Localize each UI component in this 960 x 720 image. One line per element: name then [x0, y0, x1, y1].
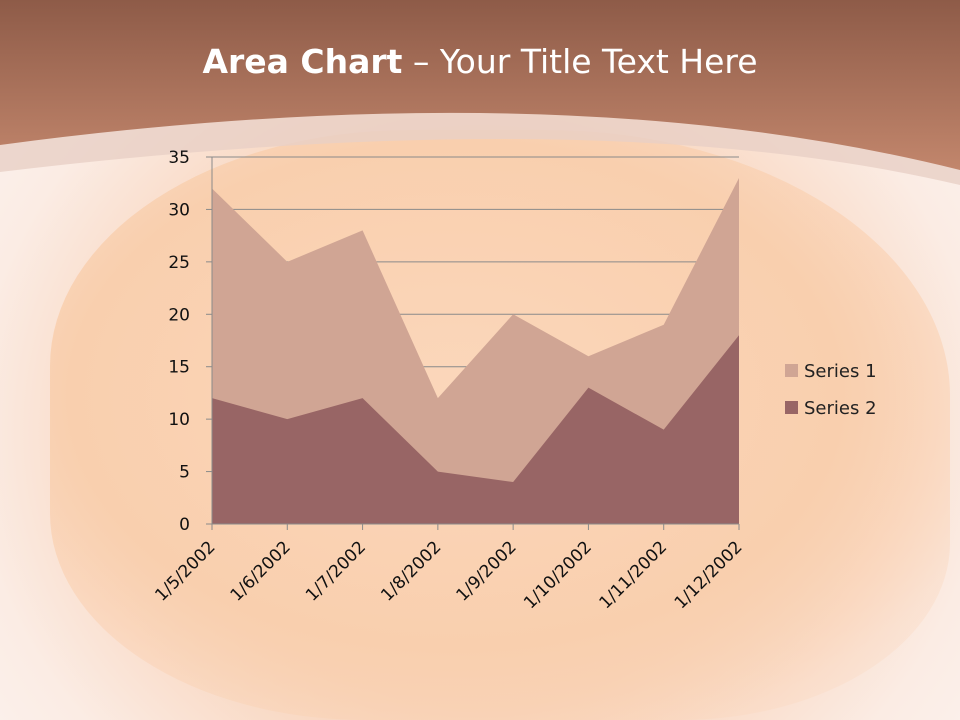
x-tick-label: 1/7/2002 — [302, 537, 370, 605]
area-series-2 — [212, 335, 739, 524]
y-tick-label: 10 — [168, 410, 190, 430]
x-tick-label: 1/11/2002 — [595, 537, 671, 613]
legend-swatch-series-2 — [785, 401, 798, 414]
y-tick-label: 0 — [179, 515, 190, 535]
y-tick-label: 30 — [168, 200, 190, 220]
y-tick-label: 15 — [168, 358, 190, 378]
title-bold: Area Chart — [202, 42, 403, 81]
legend-swatch-series-1 — [785, 364, 798, 377]
y-tick-label: 25 — [168, 253, 190, 273]
header-band — [0, 0, 960, 185]
legend-label-series-1: Series 1 — [804, 361, 877, 382]
legend-label-series-2: Series 2 — [804, 398, 877, 419]
slide-title: Area Chart – Your Title Text Here — [0, 42, 960, 81]
x-tick-label: 1/12/2002 — [671, 537, 747, 613]
x-tick-label: 1/10/2002 — [520, 537, 596, 613]
x-tick-label: 1/8/2002 — [377, 537, 445, 605]
y-tick-label: 35 — [168, 148, 190, 168]
x-tick-label: 1/5/2002 — [151, 537, 219, 605]
y-tick-label: 5 — [179, 463, 190, 483]
x-tick-label: 1/6/2002 — [227, 537, 295, 605]
y-tick-label: 20 — [168, 305, 190, 325]
title-rest: – Your Title Text Here — [402, 42, 758, 81]
x-tick-label: 1/9/2002 — [453, 537, 521, 605]
